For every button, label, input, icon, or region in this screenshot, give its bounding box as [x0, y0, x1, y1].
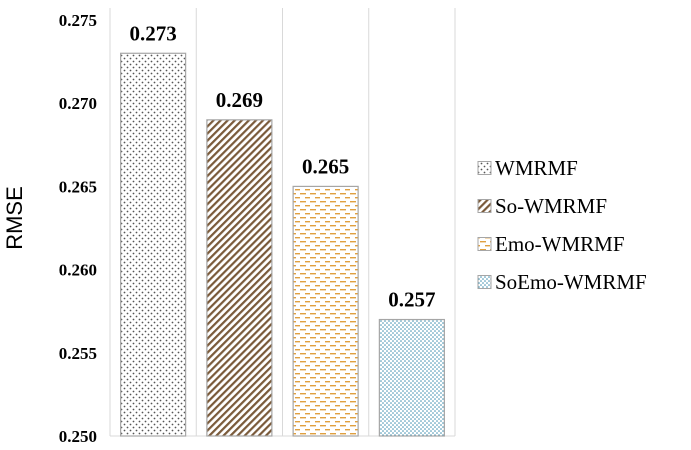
bar-so-wmrmf	[206, 119, 273, 437]
data-labels: 0.273 0.269 0.265 0.257	[130, 21, 436, 311]
legend-label: So-WMRMF	[495, 194, 607, 218]
bar-wmrmf	[120, 52, 187, 437]
y-tick-label: 0.260	[59, 261, 97, 280]
data-label-so-wmrmf: 0.269	[216, 88, 263, 112]
legend-swatch	[477, 237, 492, 251]
bar-soemo-wmrmf	[378, 318, 445, 437]
legend-label: Emo-WMRMF	[495, 232, 625, 256]
legend: WMRMF So-WMRMF Emo-WMRMF SoEmo-WMRMF	[477, 156, 647, 294]
data-label-emo-wmrmf: 0.265	[302, 154, 349, 178]
legend-label: SoEmo-WMRMF	[495, 270, 647, 294]
y-tick-label: 0.255	[59, 344, 97, 363]
data-label-soemo-wmrmf: 0.257	[388, 288, 435, 312]
legend-label: WMRMF	[495, 156, 578, 180]
legend-swatch	[477, 199, 492, 213]
data-label-wmrmf: 0.273	[130, 21, 177, 45]
legend-swatch	[477, 275, 492, 289]
y-axis-title: RMSE	[2, 186, 27, 250]
y-tick-label: 0.265	[59, 177, 97, 196]
bar-emo-wmrmf	[292, 185, 359, 437]
bars	[120, 52, 445, 437]
y-tick-label: 0.275	[59, 11, 97, 30]
legend-swatch	[477, 161, 492, 175]
y-axis-ticks: 0.250 0.255 0.260 0.265 0.270 0.275	[59, 11, 97, 446]
y-tick-label: 0.270	[59, 94, 97, 113]
y-tick-label: 0.250	[59, 427, 97, 446]
